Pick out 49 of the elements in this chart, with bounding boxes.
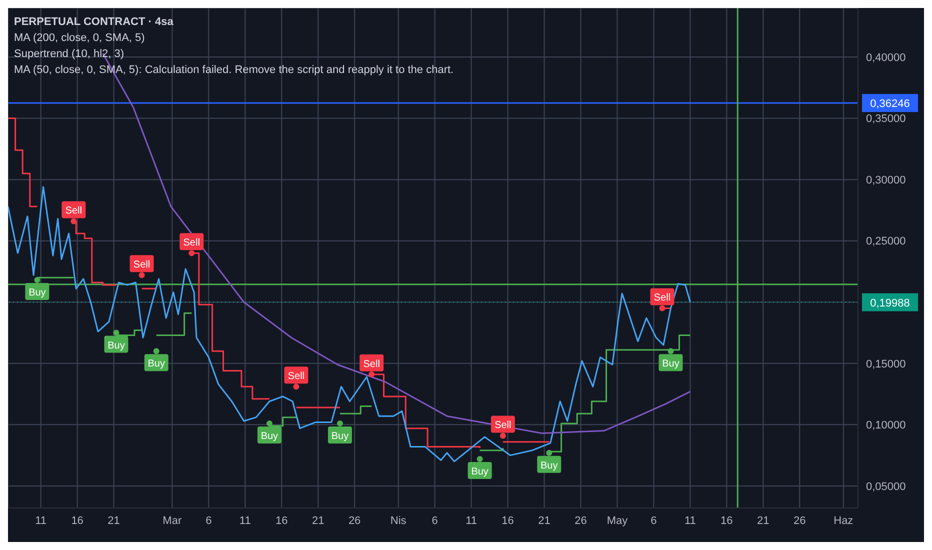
text: Sell xyxy=(183,238,200,249)
text: Buy xyxy=(28,288,46,299)
text: Buy xyxy=(471,466,488,478)
series-label: Buy xyxy=(108,340,125,352)
y-tick-label: 0,30000 xyxy=(866,174,906,186)
y-tick-label: 0,35000 xyxy=(866,113,906,126)
x-tick-label: 21 xyxy=(538,514,550,527)
x-tick-label: 16 xyxy=(71,514,84,527)
x-tick-label: 16 xyxy=(275,514,288,527)
text: Sell xyxy=(65,206,82,217)
x-tick-label: Nis xyxy=(390,514,407,527)
y-tick-label: 0,05000 xyxy=(866,480,906,493)
x-tick-label: 6 xyxy=(650,514,657,527)
text: Sell xyxy=(654,292,671,304)
x-tick-label: 16 xyxy=(720,514,733,527)
text: Sell xyxy=(288,371,305,382)
x-tick-label: 26 xyxy=(794,514,806,527)
x-tick-label: 26 xyxy=(574,514,587,527)
x-tick-label: 21 xyxy=(312,514,324,527)
text: Sell xyxy=(494,420,512,432)
x-tick-label: 6 xyxy=(432,514,438,527)
x-tick-label: 6 xyxy=(206,514,212,527)
text: Buy xyxy=(540,460,558,472)
series-label: Sell xyxy=(133,260,150,271)
x-tick-label: 21 xyxy=(757,514,770,527)
text: Buy xyxy=(260,430,278,442)
x-tick-label: 26 xyxy=(348,514,361,527)
text: Buy xyxy=(148,358,165,370)
text: PERPETUAL CONTRACT · 4sa xyxy=(14,15,174,30)
x-tick-label: 16 xyxy=(502,514,514,527)
x-tick-label: Mar xyxy=(162,514,182,527)
x-tick-label: 11 xyxy=(684,514,696,527)
ref-line-label: 0,36246 xyxy=(870,98,910,110)
y-tick-label: 0,15000 xyxy=(866,358,906,370)
y-tick-label: 0,40000 xyxy=(866,52,906,64)
text: Sell xyxy=(363,358,380,370)
x-tick-label: 11 xyxy=(35,514,47,527)
x-tick-label: May xyxy=(606,514,628,527)
text: Buy xyxy=(662,358,680,370)
x-tick-label: 11 xyxy=(466,514,478,527)
annotation: MA (200, close, 0, SMA, 5) xyxy=(14,31,146,46)
ref-line-label: 0,19988 xyxy=(870,297,910,310)
annotation: Supertrend (10, hl2, 3) xyxy=(14,47,126,62)
y-tick-label: 0,10000 xyxy=(866,420,906,432)
x-tick-label: 21 xyxy=(108,514,120,527)
x-tick-label: 11 xyxy=(239,514,251,527)
y-tick-label: 0,25000 xyxy=(866,236,906,248)
text: Buy xyxy=(331,430,349,442)
x-tick-label: Haz xyxy=(834,514,854,527)
